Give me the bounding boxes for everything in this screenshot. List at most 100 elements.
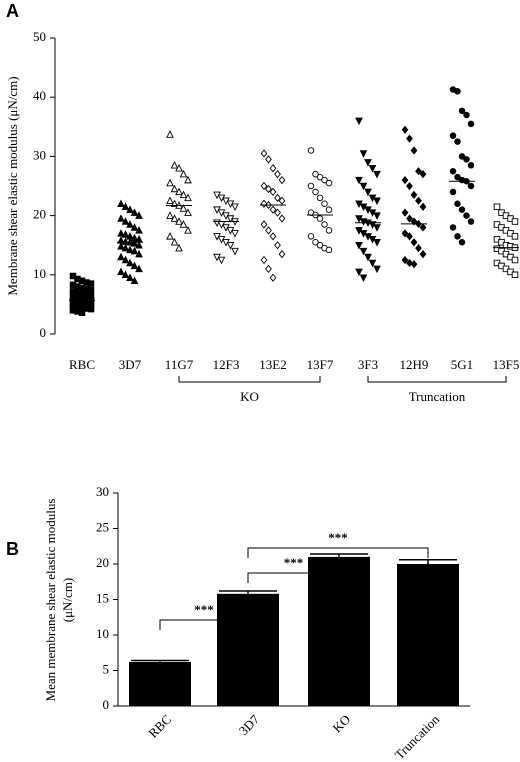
data-point (278, 175, 286, 185)
y-tick-label: 20 (33, 207, 46, 222)
x-tick-label: 12H9 (400, 357, 429, 372)
data-point (463, 212, 470, 219)
data-point (373, 212, 381, 220)
data-point (316, 194, 324, 202)
data-point (307, 182, 315, 190)
data-point (312, 170, 319, 178)
data-point (364, 159, 372, 167)
data-point (135, 264, 143, 273)
data-point (325, 246, 333, 254)
data-point (184, 208, 192, 216)
data-point (463, 156, 470, 163)
data-point (410, 146, 418, 155)
data-point (415, 244, 422, 253)
data-point (121, 243, 130, 252)
data-point (467, 182, 475, 190)
data-point (170, 199, 179, 208)
data-point (359, 150, 368, 158)
data-point (307, 233, 315, 240)
error-bar (310, 553, 368, 557)
data-point (170, 160, 179, 169)
y-tick-label: 50 (33, 29, 46, 44)
data-point (274, 208, 281, 217)
data-point (373, 238, 381, 247)
data-point (269, 273, 277, 282)
x-tick-label: 13E2 (259, 357, 286, 372)
data-point (135, 226, 143, 234)
data-point (406, 214, 413, 223)
data-point (467, 120, 475, 128)
x-tick-label: 13F7 (307, 357, 334, 372)
data-point (458, 238, 466, 246)
data-point (449, 132, 457, 139)
data-point (373, 224, 381, 232)
x-tick-label: 13F5 (493, 357, 520, 372)
data-point (130, 208, 139, 216)
data-point (454, 173, 461, 181)
data-point (184, 175, 192, 184)
data-point (458, 153, 466, 160)
data-point (274, 170, 281, 179)
data-point (117, 267, 125, 276)
data-point (406, 258, 413, 268)
data-point (373, 170, 381, 179)
data-point (511, 256, 519, 264)
data-point (355, 117, 363, 126)
data-point (449, 188, 457, 196)
data-point (373, 197, 381, 206)
data-point (87, 280, 95, 287)
x-tick-label: 3D7 (119, 357, 142, 372)
data-point (265, 226, 272, 235)
data-point (269, 205, 277, 214)
x-tick-label: RBC (145, 712, 174, 741)
y-axis-label: (μN/cm) (60, 578, 75, 623)
y-tick-label: 5 (103, 661, 110, 676)
data-point (135, 240, 143, 249)
data-point (419, 202, 427, 211)
data-point (121, 202, 130, 210)
data-point (260, 220, 268, 229)
data-point (265, 184, 272, 194)
data-point (126, 273, 134, 282)
data-point (316, 241, 324, 249)
significance-label: *** (194, 602, 214, 617)
data-point (278, 196, 286, 205)
data-point (312, 238, 319, 246)
data-point (179, 204, 188, 212)
data-point (117, 242, 125, 250)
data-point (355, 241, 363, 250)
data-point (316, 215, 324, 222)
data-point (269, 164, 277, 173)
data-point (121, 270, 130, 279)
data-point (355, 176, 363, 185)
data-point (359, 182, 368, 191)
data-point (511, 233, 519, 240)
data-point (231, 230, 239, 238)
data-point (121, 230, 130, 238)
y-tick-label: 10 (96, 626, 109, 641)
data-point (166, 232, 174, 240)
y-tick-label: 10 (33, 266, 46, 281)
data-point (410, 217, 418, 226)
data-point (307, 147, 315, 154)
data-point (226, 241, 235, 250)
data-point (135, 249, 143, 258)
data-point (117, 214, 125, 222)
data-point (117, 229, 125, 237)
data-point (274, 193, 281, 202)
x-tick-label: 11G7 (165, 357, 194, 372)
data-point (175, 243, 183, 252)
data-point (463, 111, 470, 119)
data-point (419, 223, 427, 232)
data-point (467, 218, 475, 225)
data-point (410, 260, 418, 269)
data-point (419, 170, 427, 179)
data-point (278, 249, 286, 259)
data-point (316, 173, 324, 181)
data-point (121, 217, 130, 225)
data-point (458, 107, 466, 115)
data-point (166, 130, 174, 138)
data-point (454, 233, 461, 240)
y-tick-label: 0 (40, 325, 47, 340)
